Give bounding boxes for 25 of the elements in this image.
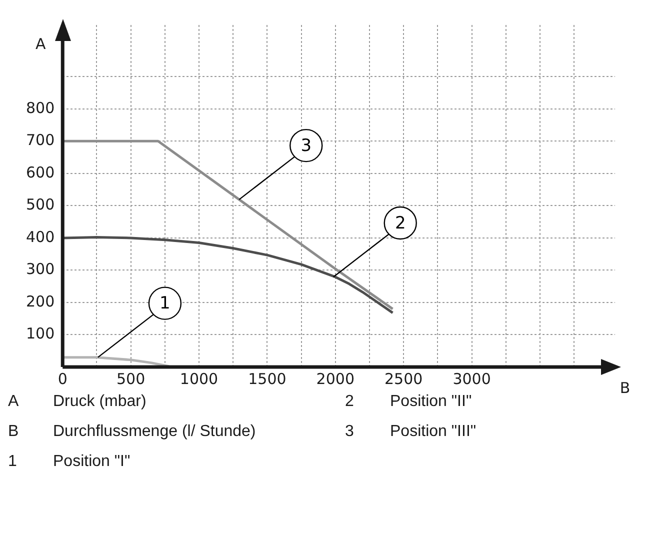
- y-tick-label: 800: [26, 98, 55, 117]
- y-tick-label: 400: [26, 228, 55, 246]
- x-tick-label: 2000: [316, 370, 354, 388]
- y-tick-label: 200: [26, 292, 55, 310]
- y-tick-label: 300: [26, 260, 55, 278]
- annotation: 1: [160, 294, 170, 314]
- text: A Druck (mbar): [8, 393, 146, 410]
- y-axis-title: A: [36, 34, 46, 53]
- x-tick-label: 0: [58, 370, 68, 388]
- x-tick-label: 1500: [248, 370, 286, 388]
- x-tick-label: 500: [116, 370, 146, 388]
- annotation: 2: [394, 213, 406, 234]
- x-tick-label: 3000: [452, 370, 491, 388]
- text: 1 Position "I": [8, 453, 130, 470]
- y-tick-label: 100: [26, 324, 55, 343]
- y-tick-label: 600: [26, 163, 55, 182]
- text: B Durchflussmenge (l/ Stunde): [8, 423, 256, 440]
- text: 3 Position "III": [345, 423, 476, 440]
- text: 2 Position "II": [345, 393, 472, 410]
- y-tick-label: 700: [26, 131, 55, 150]
- x-axis-title: B: [620, 378, 630, 397]
- x-tick-label: 2500: [384, 370, 423, 388]
- annotation: 3: [300, 136, 312, 156]
- x-tick-label: 1000: [180, 370, 218, 388]
- y-tick-label: 500: [26, 196, 55, 214]
